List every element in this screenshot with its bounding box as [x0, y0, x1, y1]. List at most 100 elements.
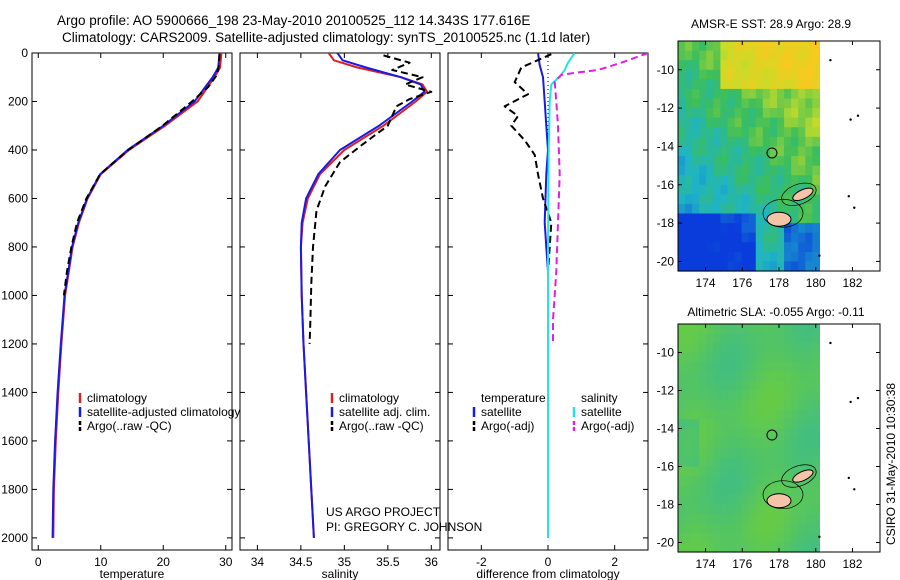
sla-map-cell: [685, 362, 693, 373]
sla-map-cell: [812, 485, 820, 496]
sla-map-cell: [678, 495, 686, 506]
sla-map-cell: [692, 419, 700, 430]
sst-map-cell: [699, 242, 707, 253]
sst-map-cell: [727, 50, 736, 61]
sla-map-cell: [692, 514, 700, 525]
sst-map-cell: [798, 156, 806, 167]
sst-map-cell: [798, 232, 806, 243]
sla-map-cell: [713, 495, 722, 506]
sla-map-cell: [741, 447, 750, 458]
sla-map-cell: [713, 466, 722, 477]
sst-map-cell: [812, 242, 820, 253]
sst-map-cell: [741, 175, 750, 186]
sla-map-cell: [706, 438, 714, 449]
sst-map-lat-label: -14: [657, 139, 675, 153]
sst-map-cell: [692, 165, 700, 176]
sst-map-lon-label: 174: [696, 276, 716, 290]
difference-xtick-label: 2: [611, 555, 618, 569]
sst-map-cell: [798, 98, 806, 109]
sla-map-cell: [685, 428, 693, 439]
sla-map-cell: [776, 542, 785, 553]
sla-map-cell: [727, 428, 736, 439]
sst-map-cell: [784, 232, 792, 243]
sst-map-cell: [776, 98, 785, 109]
sla-map-cell: [734, 447, 743, 458]
sla-map-cell: [812, 457, 820, 468]
sst-map-cell: [741, 60, 750, 71]
sla-map-cell: [699, 381, 707, 392]
sla-map-cell: [713, 485, 722, 496]
sst-map-cell: [812, 232, 820, 243]
sla-map-cell: [755, 324, 764, 335]
sst-map-cell: [699, 60, 707, 71]
sst-map-cell: [769, 117, 778, 128]
sla-map-cell: [692, 362, 700, 373]
sla-map-cell: [734, 400, 743, 411]
sla-map-cell: [805, 447, 813, 458]
sla-map-cell: [692, 324, 700, 335]
sla-map-cell: [741, 343, 750, 354]
sst-map-cell: [678, 79, 686, 90]
sla-map-cell: [692, 371, 700, 382]
sla-map-cell: [798, 542, 806, 553]
sla-map-cell: [678, 438, 686, 449]
sst-map-cell: [713, 165, 722, 176]
sla-map-cell: [791, 504, 799, 515]
sla-map-cell: [805, 533, 813, 544]
sst-map-cell: [692, 69, 700, 80]
sst-map-cell: [713, 223, 722, 234]
salinity-xtick-label: 34.5: [289, 555, 313, 569]
sst-map-lat-label: -16: [657, 178, 675, 192]
sst-map-cell: [699, 203, 707, 215]
sst-map-title: AMSR-E SST: 28.9 Argo: 28.9: [691, 17, 851, 31]
sla-map-cell: [699, 438, 707, 449]
sla-map-cell: [791, 362, 799, 373]
sla-map-cell: [812, 447, 820, 458]
sla-map-cell: [762, 533, 771, 544]
sla-map-cell: [692, 495, 700, 506]
sst-map-cell: [685, 223, 693, 234]
sst-map-cell: [692, 108, 700, 119]
sla-map-cell: [720, 400, 729, 411]
sst-map-cell: [727, 175, 736, 186]
legend-label: climatology: [339, 391, 399, 405]
sst-map-cell: [692, 60, 700, 71]
sla-map-cell: [769, 352, 778, 363]
sla-map-cell: [692, 343, 700, 354]
sla-map-cell: [727, 447, 736, 458]
sst-map-cell: [791, 261, 799, 272]
sla-map-cell: [798, 409, 806, 420]
sla-map-cell: [713, 362, 722, 373]
sst-map-cell: [713, 69, 722, 80]
sla-map-cell: [791, 514, 799, 525]
sla-map-cell: [805, 457, 813, 468]
sla-map-cell: [805, 324, 813, 335]
sst-map-cell: [791, 175, 799, 186]
sla-map-cell: [798, 447, 806, 458]
sst-map-cell: [776, 251, 785, 263]
sla-map-cell: [776, 438, 785, 449]
sla-map-cell: [776, 504, 785, 515]
sst-map-cell: [727, 69, 736, 80]
sst-map-cell: [805, 41, 813, 52]
sst-map-cell: [776, 79, 785, 90]
sst-map-cell: [748, 251, 757, 263]
salinity-xtick-label: 34: [251, 555, 265, 569]
sst-map-cell: [748, 60, 757, 71]
sst-map-cell: [784, 69, 792, 80]
sst-map-cell: [706, 108, 714, 119]
temperature-xtick-label: 30: [219, 555, 233, 569]
sla-map-cell: [678, 409, 686, 420]
sst-map-cell: [741, 156, 750, 167]
sla-map-cell: [741, 419, 750, 430]
sla-map-cell: [755, 438, 764, 449]
sla-map-cell: [727, 438, 736, 449]
sla-map-cell: [791, 447, 799, 458]
sst-map-cell: [798, 146, 806, 157]
sla-map-cell: [692, 542, 700, 553]
sla-map-cell: [706, 447, 714, 458]
sla-map-cell: [713, 447, 722, 458]
difference-series-group: [503, 53, 648, 538]
sla-map-cell: [727, 400, 736, 411]
sla-map-cell: [762, 419, 771, 430]
